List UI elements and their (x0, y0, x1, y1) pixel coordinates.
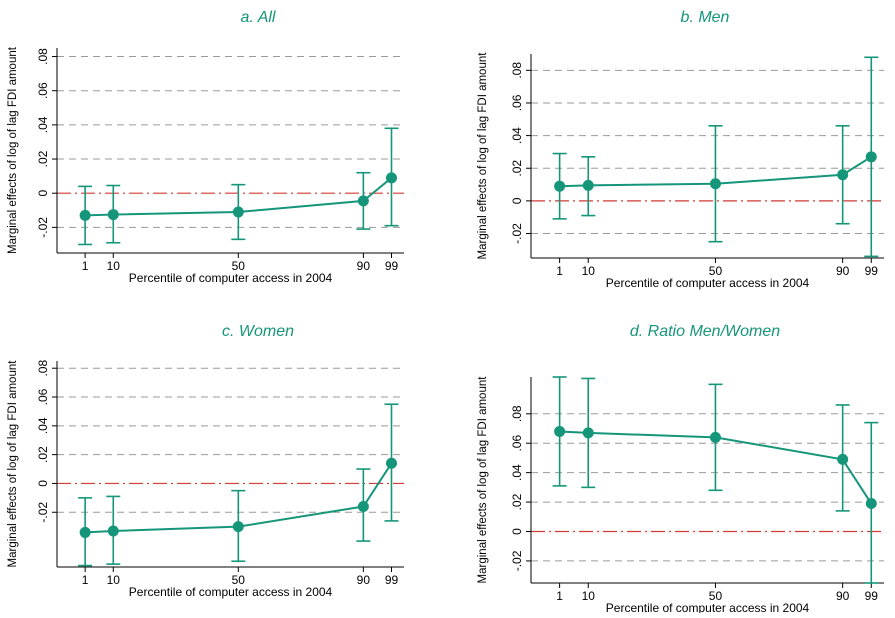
x-tick-label: 1 (556, 589, 563, 603)
y-tick-label: -.02 (36, 502, 50, 523)
x-tick-label: 50 (232, 573, 246, 587)
y-tick-label: 0 (36, 190, 50, 197)
y-axis-title: Marginal effects of log of lag FDI amoun… (477, 376, 489, 584)
y-tick-label: .02 (36, 150, 50, 167)
y-tick-label: .08 (510, 405, 524, 422)
y-tick-label: 0 (510, 197, 524, 204)
estimate-point (865, 151, 877, 163)
y-tick-label: -.02 (510, 550, 524, 571)
x-tick-label: 99 (865, 589, 879, 603)
estimate-point (232, 206, 244, 218)
y-tick-label: .06 (510, 435, 524, 452)
y-tick-label: .08 (36, 360, 50, 377)
y-tick-label: .02 (510, 160, 524, 177)
estimate-point (107, 525, 119, 537)
y-tick-label: .06 (36, 388, 50, 405)
x-tick-label: 50 (709, 589, 723, 603)
estimate-point (107, 209, 119, 221)
x-tick-label: 90 (836, 589, 850, 603)
x-tick-label: 1 (556, 264, 563, 278)
estimate-point (837, 169, 849, 181)
x-tick-label: 1 (82, 573, 89, 587)
y-tick-label: 0 (36, 480, 50, 487)
x-axis-title: Percentile of computer access in 2004 (129, 271, 333, 285)
x-tick-label: 50 (232, 259, 246, 273)
panel-title: d. Ratio Men/Women (630, 323, 780, 340)
x-tick-label: 50 (709, 264, 723, 278)
x-tick-label: 10 (107, 573, 121, 587)
y-tick-label: -.02 (510, 223, 524, 244)
x-tick-label: 99 (385, 259, 399, 273)
estimate-point (357, 195, 369, 207)
estimate-point (709, 431, 721, 443)
y-tick-label: .04 (36, 116, 50, 133)
x-tick-label: 99 (865, 264, 879, 278)
panel-title: c. Women (222, 323, 294, 340)
y-tick-label: .08 (510, 62, 524, 79)
y-tick-label: .04 (510, 464, 524, 481)
estimate-point (385, 172, 397, 184)
x-tick-label: 1 (82, 259, 89, 273)
y-tick-label: .04 (510, 127, 524, 144)
x-tick-label: 99 (385, 573, 399, 587)
panel-0: -.02 0 .02 .04 .06 .08 1 10 50 90 99 Percentile of … (7, 9, 404, 285)
x-tick-label: 10 (582, 589, 596, 603)
estimate-point (709, 178, 721, 190)
y-tick-label: .02 (36, 446, 50, 463)
y-tick-label: -.02 (36, 217, 50, 238)
estimate-point (232, 521, 244, 533)
estimate-point (357, 500, 369, 512)
estimate-point (79, 209, 91, 221)
y-tick-label: .08 (36, 48, 50, 65)
y-tick-label: .06 (510, 94, 524, 111)
x-tick-label: 10 (107, 259, 121, 273)
x-tick-label: 10 (582, 264, 596, 278)
y-axis-title: Marginal effects of log of lag FDI amoun… (7, 360, 19, 568)
panel-2: -.02 0 .02 .04 .06 .08 1 10 50 90 99 Percentile of … (7, 323, 404, 599)
y-tick-label: .04 (36, 417, 50, 434)
estimate-point (385, 457, 397, 469)
y-axis-title: Marginal effects of log of lag FDI amoun… (7, 46, 19, 254)
estimate-point (582, 179, 594, 191)
x-tick-label: 90 (357, 573, 371, 587)
estimate-point (837, 453, 849, 465)
x-tick-label: 90 (357, 259, 371, 273)
panel-title: b. Men (681, 9, 730, 26)
y-tick-label: .06 (36, 82, 50, 99)
estimate-point (865, 498, 877, 510)
panel-3: -.02 0 .02 .04 .06 .08 1 10 50 90 99 Percentile of … (477, 323, 884, 615)
estimate-point (554, 180, 566, 192)
y-tick-label: .02 (510, 493, 524, 510)
y-tick-label: 0 (510, 528, 524, 535)
panel-1: -.02 0 .02 .04 .06 .08 1 10 50 90 99 Percentile of … (477, 9, 884, 290)
x-tick-label: 90 (836, 264, 850, 278)
estimate-point (582, 427, 594, 439)
x-axis-title: Percentile of computer access in 2004 (129, 585, 333, 599)
panel-title: a. All (241, 9, 276, 26)
estimate-point (79, 526, 91, 538)
y-axis-title: Marginal effects of log of lag FDI amoun… (477, 52, 489, 260)
x-axis-title: Percentile of computer access in 2004 (606, 276, 810, 290)
x-axis-title: Percentile of computer access in 2004 (606, 601, 810, 613)
estimate-point (554, 425, 566, 437)
